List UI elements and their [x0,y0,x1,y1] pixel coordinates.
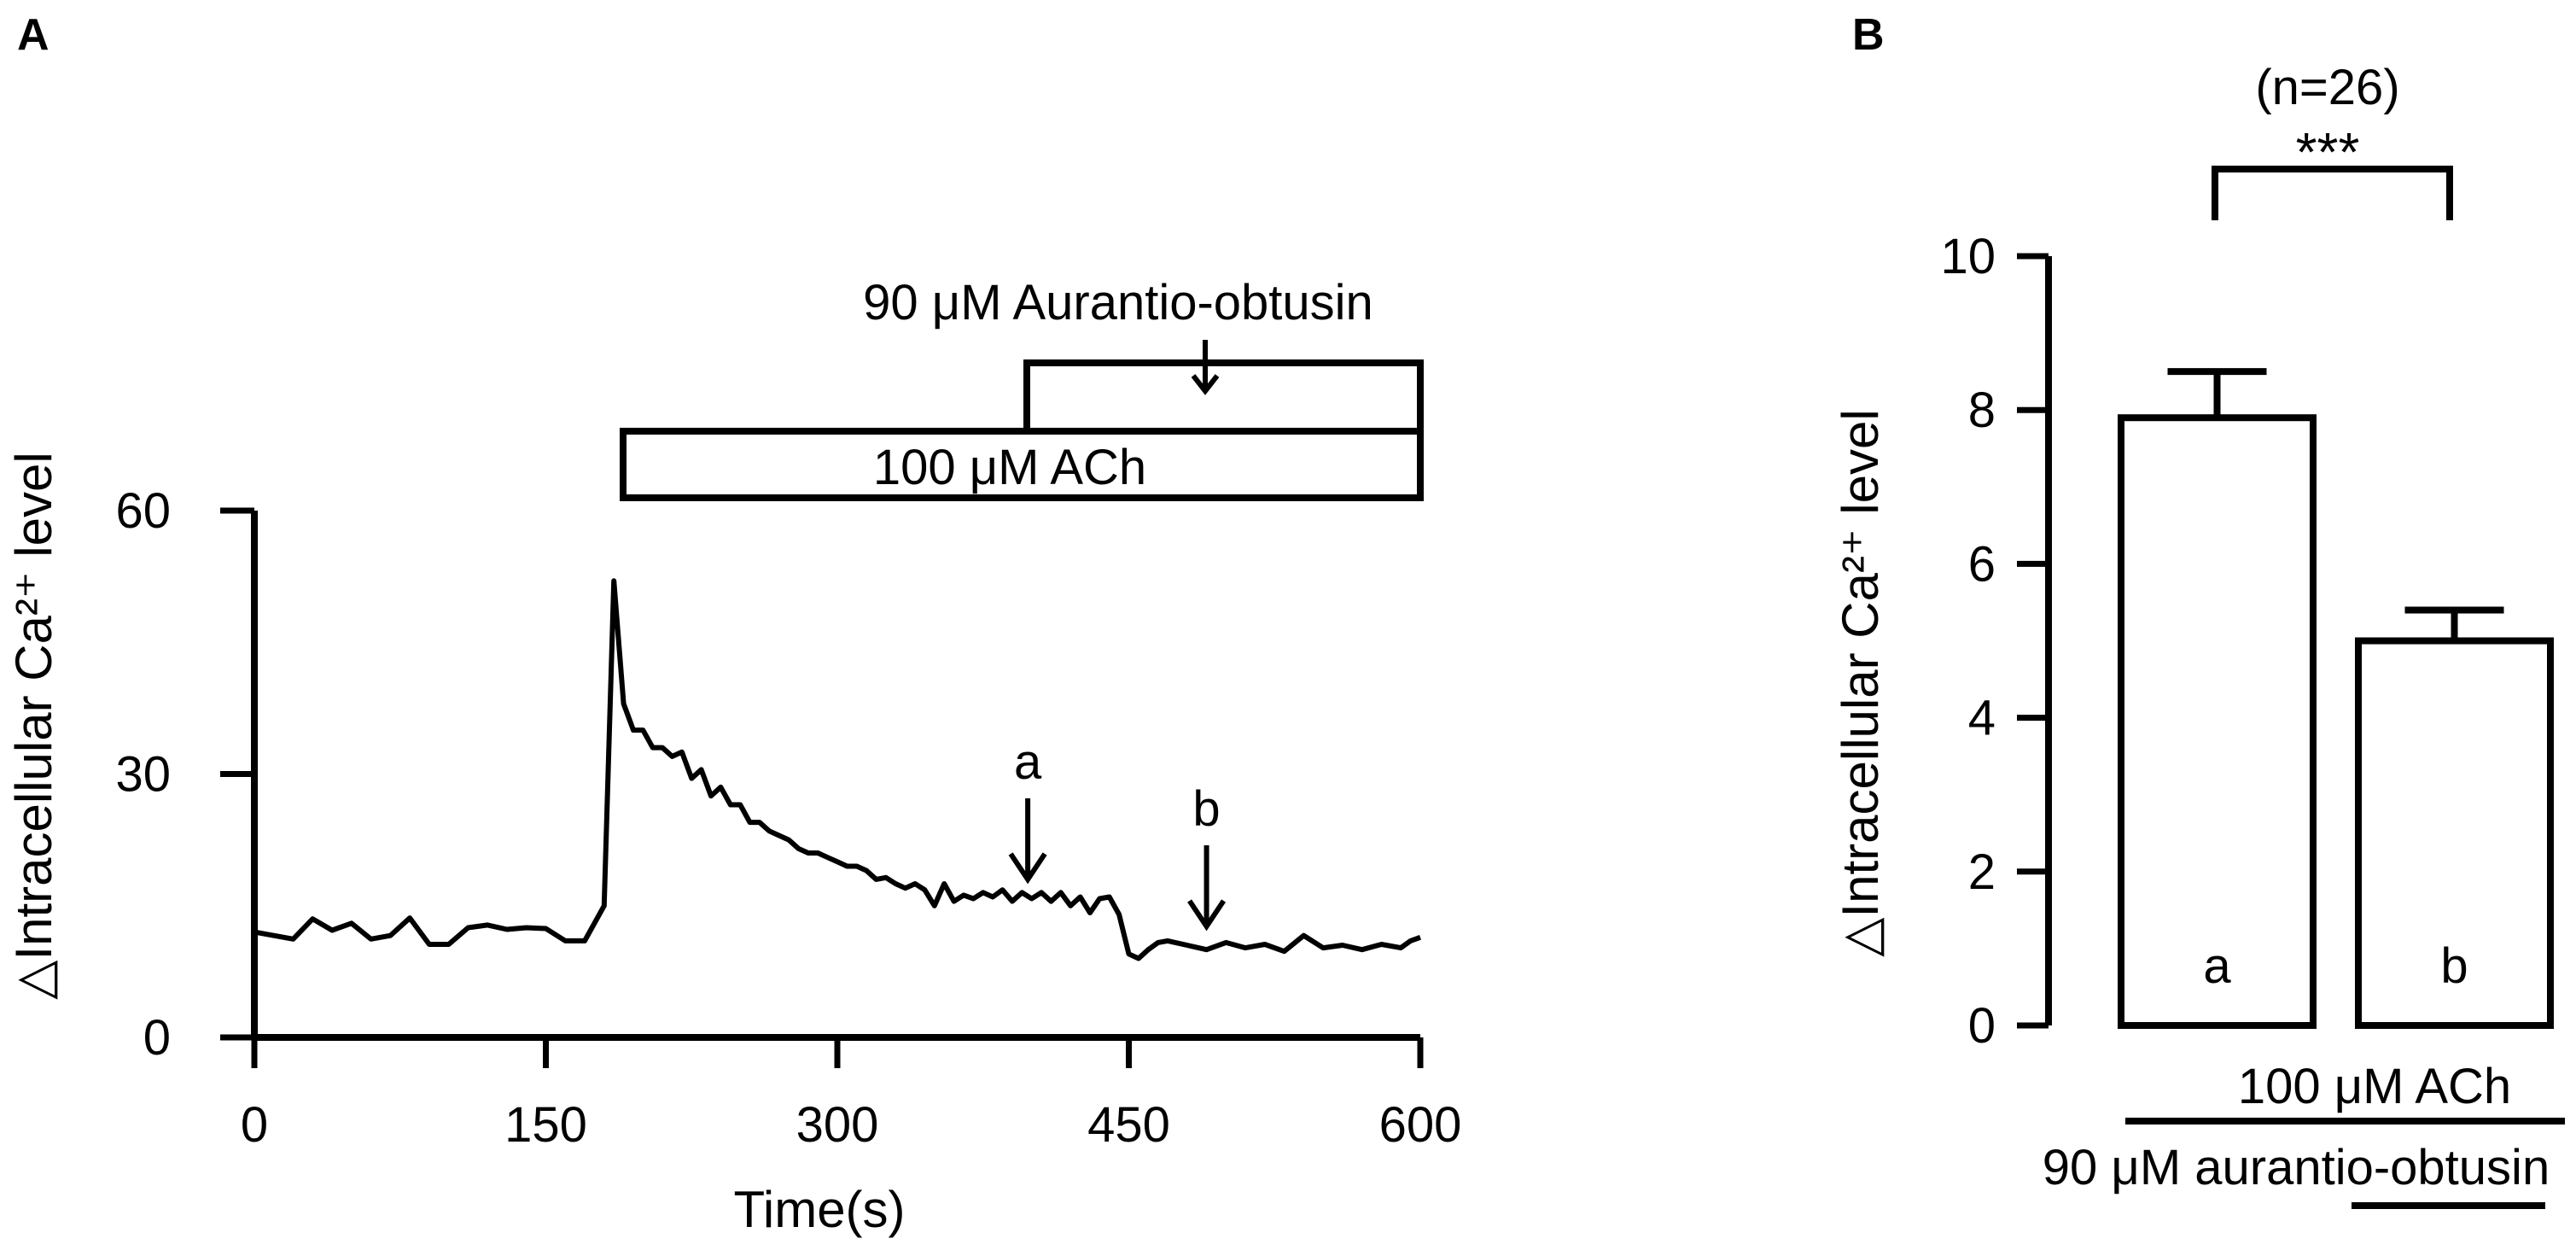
x-tick-label: 300 [796,1097,879,1153]
bar-b [2355,637,2554,1029]
bar-label: a [2203,938,2231,994]
y-tick-label: 0 [1968,998,1996,1054]
panel-a-x-label: Time(s) [733,1181,905,1238]
y-tick-label: 2 [1968,844,1996,900]
treatment-box-ach [620,428,1424,501]
marker-label: a [1014,734,1042,790]
x-tick-label: 0 [241,1097,268,1153]
treatment-label-ach: 100 μM ACh [873,440,1146,495]
marker-arrow-head [1008,852,1047,885]
marker-label: b [1192,781,1220,837]
y-tick-label: 0 [143,1010,171,1066]
panel-a: A 100 μM ACh 90 μM Aurantio-obtusin 0 30 6… [5,10,1461,1238]
panel-a-letter: A [17,10,50,60]
panel-a-markers: ab [1008,734,1227,932]
significance-bracket [2212,166,2453,220]
panel-b-letter: B [1852,10,1885,60]
y-tick-label: 4 [1968,691,1996,746]
y-tick-label: 60 [115,483,171,539]
y-tick-label: 10 [1940,229,1996,284]
x-tick-label: 450 [1087,1097,1170,1153]
panel-b-y-ticks: 0 2 4 6 8 10 [1940,229,2049,1054]
significance-label: *** [2296,121,2360,183]
panel-a-y-ticks: 0 30 60 [115,483,254,1066]
bar-a [2118,414,2317,1029]
x-tick-label: 150 [504,1097,587,1153]
condition-label-ach: 100 μM ACh [2238,1059,2511,1114]
panel-a-y-label: △Intracellular Ca²⁺ level [5,452,62,999]
marker-arrow-head [1187,899,1227,932]
x-tick-label: 600 [1379,1097,1462,1153]
marker-a-arrow-icon [1008,798,1047,885]
y-tick-label: 30 [115,747,171,803]
panel-a-x-ticks: 0 150 300 450 600 [241,1037,1462,1153]
y-tick-label: 6 [1968,536,1996,592]
condition-label-aurantio: 90 μM aurantio-obtusin [2043,1140,2550,1195]
marker-b-arrow-icon [1187,845,1227,932]
panel-b-y-label: △Intracellular Ca²⁺ level [1832,409,1889,956]
n-label: (n=26) [2255,60,2399,115]
bar-label: b [2440,938,2468,994]
treatment-box-aurantio [1023,359,1424,435]
treatment-label-aurantio: 90 μM Aurantio-obtusin [863,275,1373,330]
aurantio-arrow-icon [1191,340,1220,395]
calcium-trace-line [254,578,1422,961]
y-tick-label: 8 [1968,383,1996,438]
